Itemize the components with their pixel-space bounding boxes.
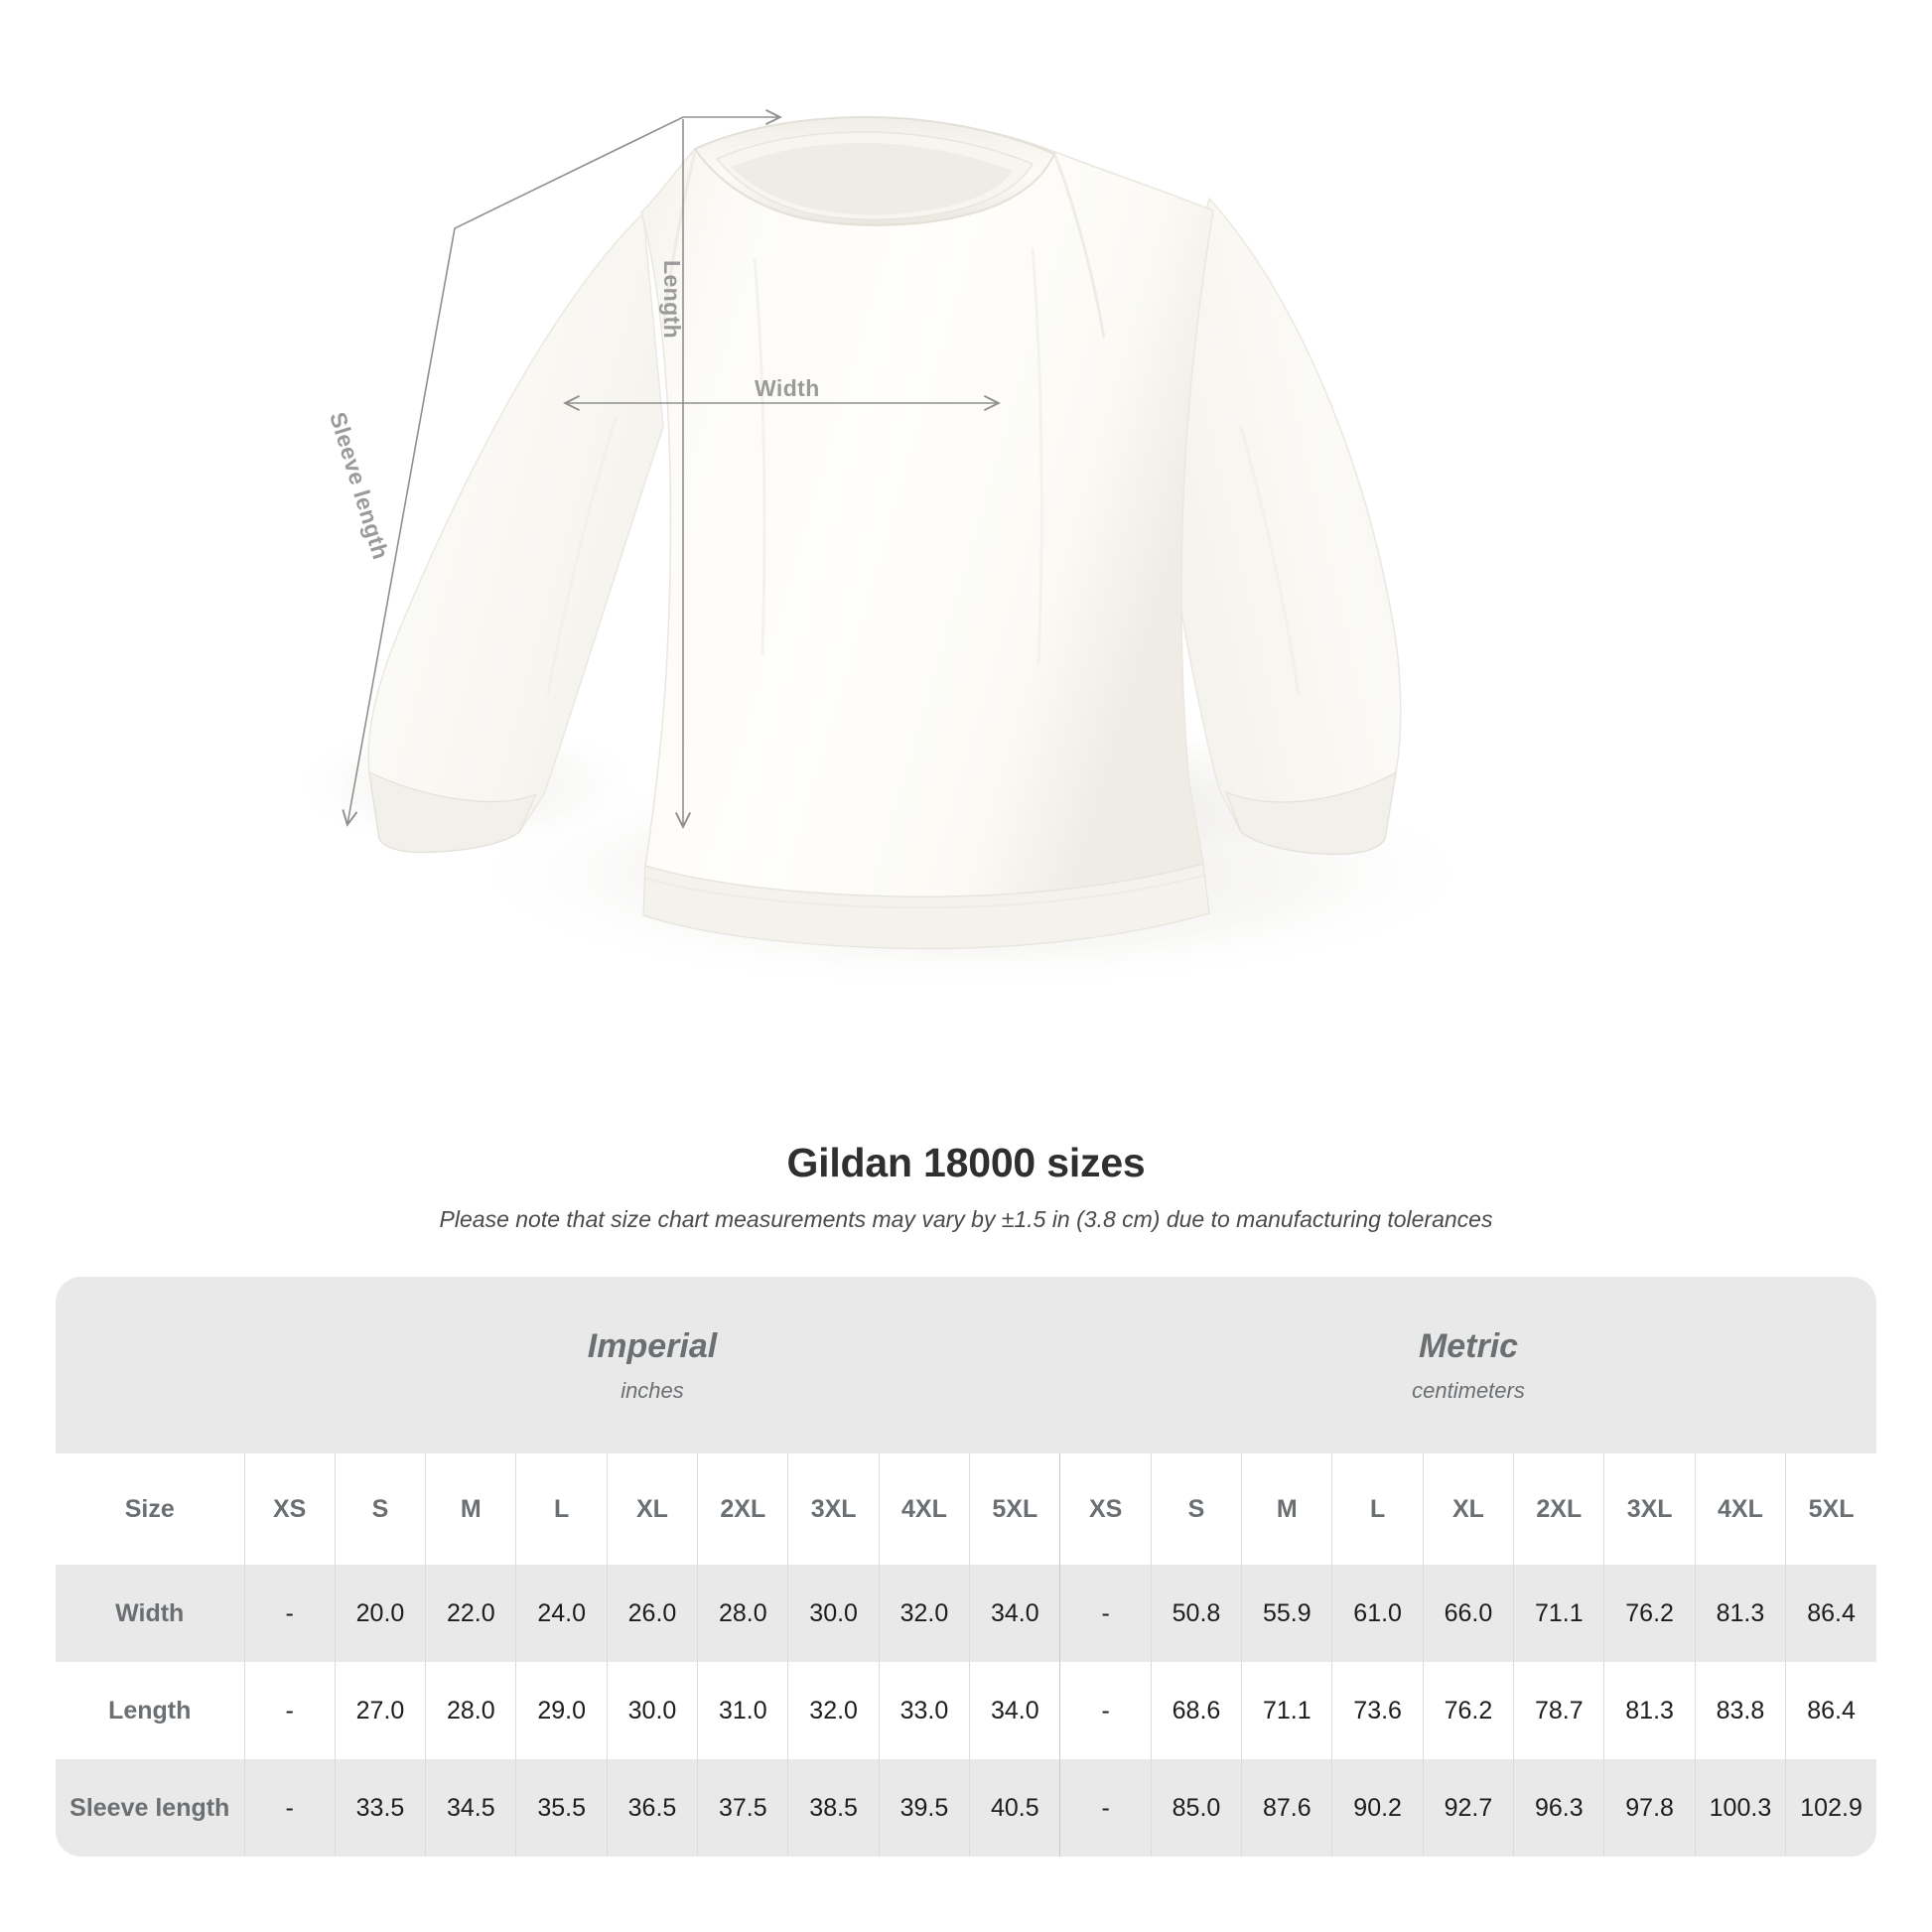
sleeve-length-arrow <box>342 108 782 827</box>
cell-width-metric: 76.2 <box>1603 1565 1696 1662</box>
cell-length-imperial: 27.0 <box>334 1662 426 1759</box>
cell-width-imperial: 28.0 <box>697 1565 788 1662</box>
cell-sleeve-length-metric: 87.6 <box>1241 1759 1332 1857</box>
table-row: Width -20.0 22.0 24.0 26.0 28.0 30.0 32.0 34.0-5… <box>56 1565 1877 1662</box>
size-col-imperial-l: L <box>515 1453 608 1565</box>
cell-sleeve-length-metric: 102.9 <box>1785 1759 1877 1857</box>
size-col-metric-2xl: 2XL <box>1513 1453 1604 1565</box>
cell-sleeve-length-imperial: - <box>243 1759 336 1857</box>
cell-width-imperial: 34.0 <box>969 1565 1060 1662</box>
size-header-row: Size XS S M L XL 2XL 3XL 4XL 5XL XS S M L XL 2XL 3XL 4XL 5… <box>56 1453 1877 1565</box>
cell-length-imperial: 33.0 <box>878 1662 970 1759</box>
cell-sleeve-length-metric: 96.3 <box>1513 1759 1604 1857</box>
unit-group-imperial: Imperial inches <box>244 1277 1060 1453</box>
cell-width-metric: 55.9 <box>1241 1565 1332 1662</box>
size-col-metric-m: M <box>1241 1453 1332 1565</box>
cell-sleeve-length-imperial: 35.5 <box>515 1759 608 1857</box>
cell-width-metric: 71.1 <box>1513 1565 1604 1662</box>
cell-width-metric: 81.3 <box>1694 1565 1786 1662</box>
size-col-imperial-2xl: 2XL <box>697 1453 788 1565</box>
cell-sleeve-length-imperial: 38.5 <box>787 1759 880 1857</box>
cell-width-metric: 50.8 <box>1150 1565 1242 1662</box>
garment-diagram: Length Width Sleeve length <box>288 108 1489 993</box>
cell-length-imperial: 29.0 <box>515 1662 608 1759</box>
tolerance-note: Please note that size chart measurements… <box>439 1206 1493 1232</box>
size-header-label: Size <box>56 1453 244 1565</box>
size-col-imperial-xl: XL <box>606 1453 698 1565</box>
size-col-metric-3xl: 3XL <box>1603 1453 1696 1565</box>
cell-width-imperial: 20.0 <box>334 1565 426 1662</box>
cell-width-imperial: 32.0 <box>878 1565 970 1662</box>
cell-length-metric: - <box>1059 1662 1152 1759</box>
size-col-imperial-4xl: 4XL <box>878 1453 970 1565</box>
cell-length-imperial: - <box>243 1662 336 1759</box>
size-col-metric-l: L <box>1331 1453 1424 1565</box>
row-label-length: Length <box>56 1662 244 1759</box>
cell-length-imperial: 28.0 <box>425 1662 516 1759</box>
cell-width-metric: 66.0 <box>1422 1565 1514 1662</box>
table-row: Length -27.0 28.0 29.0 30.0 31.0 32.0 33.0 34.0-… <box>56 1662 1877 1759</box>
cell-length-metric: 71.1 <box>1241 1662 1332 1759</box>
cell-width-imperial: 26.0 <box>606 1565 698 1662</box>
cell-sleeve-length-metric: - <box>1059 1759 1152 1857</box>
measurement-annotations <box>342 108 1001 829</box>
cell-length-metric: 73.6 <box>1331 1662 1424 1759</box>
size-col-imperial-m: M <box>425 1453 516 1565</box>
table-row: Sleeve length -33.5 34.5 35.5 36.5 37.5 38.5 39… <box>56 1759 1877 1857</box>
cell-width-imperial: - <box>243 1565 336 1662</box>
unit-banner-row: Imperial inches Metric centimeters <box>56 1277 1877 1453</box>
row-label-sleeve-length: Sleeve length <box>56 1759 244 1857</box>
unit-group-sub: inches <box>621 1377 684 1403</box>
row-label-width: Width <box>56 1565 244 1662</box>
size-col-imperial-3xl: 3XL <box>787 1453 880 1565</box>
cell-length-imperial: 31.0 <box>697 1662 788 1759</box>
size-col-metric-xs: XS <box>1059 1453 1152 1565</box>
size-col-metric-4xl: 4XL <box>1694 1453 1786 1565</box>
size-col-imperial-xs: XS <box>243 1453 336 1565</box>
page-title: Gildan 18000 sizes <box>786 1140 1146 1185</box>
cell-length-metric: 86.4 <box>1785 1662 1877 1759</box>
length-label: Length <box>659 260 685 340</box>
cell-width-metric: - <box>1059 1565 1152 1662</box>
size-table-container: Imperial inches Metric centimeters Size XS S M L… <box>56 1277 1877 1857</box>
unit-group-name: Metric <box>1418 1326 1519 1365</box>
cell-sleeve-length-metric: 97.8 <box>1603 1759 1696 1857</box>
cell-sleeve-length-metric: 100.3 <box>1694 1759 1786 1857</box>
cell-length-metric: 78.7 <box>1513 1662 1604 1759</box>
cell-sleeve-length-imperial: 37.5 <box>697 1759 788 1857</box>
cell-sleeve-length-metric: 92.7 <box>1422 1759 1514 1857</box>
unit-group-metric: Metric centimeters <box>1059 1277 1877 1453</box>
cell-width-metric: 86.4 <box>1785 1565 1877 1662</box>
cell-length-imperial: 30.0 <box>606 1662 698 1759</box>
size-table: Imperial inches Metric centimeters Size XS S M L… <box>56 1277 1877 1857</box>
cell-length-imperial: 32.0 <box>787 1662 880 1759</box>
cell-sleeve-length-metric: 85.0 <box>1150 1759 1242 1857</box>
cell-width-imperial: 30.0 <box>787 1565 880 1662</box>
cell-width-imperial: 24.0 <box>515 1565 608 1662</box>
cell-length-imperial: 34.0 <box>969 1662 1060 1759</box>
cell-sleeve-length-imperial: 33.5 <box>334 1759 426 1857</box>
cell-sleeve-length-imperial: 36.5 <box>606 1759 698 1857</box>
cell-width-imperial: 22.0 <box>425 1565 516 1662</box>
cell-length-metric: 83.8 <box>1694 1662 1786 1759</box>
width-label: Width <box>755 375 820 401</box>
cell-sleeve-length-imperial: 39.5 <box>878 1759 970 1857</box>
size-col-metric-xl: XL <box>1422 1453 1514 1565</box>
cell-length-metric: 81.3 <box>1603 1662 1696 1759</box>
cell-sleeve-length-metric: 90.2 <box>1331 1759 1424 1857</box>
size-col-metric-s: S <box>1150 1453 1242 1565</box>
cell-sleeve-length-imperial: 40.5 <box>969 1759 1060 1857</box>
size-col-metric-5xl: 5XL <box>1785 1453 1877 1565</box>
unit-group-sub: centimeters <box>1412 1377 1525 1403</box>
cell-length-metric: 76.2 <box>1422 1662 1514 1759</box>
title-block: Gildan 18000 sizes Please note that size… <box>0 1140 1932 1233</box>
cell-length-metric: 68.6 <box>1150 1662 1242 1759</box>
unit-group-name: Imperial <box>587 1326 718 1365</box>
cell-width-metric: 61.0 <box>1331 1565 1424 1662</box>
size-col-imperial-5xl: 5XL <box>969 1453 1060 1565</box>
unit-banner-spacer <box>56 1277 244 1453</box>
cell-sleeve-length-imperial: 34.5 <box>425 1759 516 1857</box>
size-col-imperial-s: S <box>334 1453 426 1565</box>
